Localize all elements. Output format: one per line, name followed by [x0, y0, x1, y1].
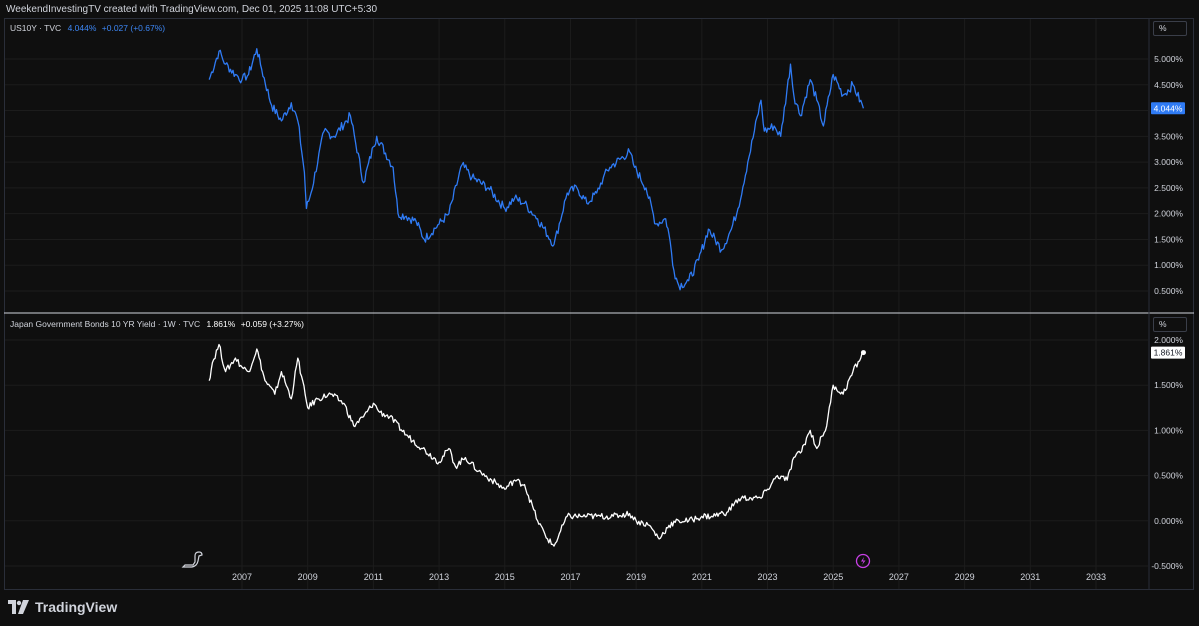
x-tick-label: 2033 [1086, 572, 1106, 582]
jgb10y-last-point [860, 350, 866, 356]
footer-brand[interactable]: TradingView [8, 598, 117, 616]
jgb10y-value: 1.861% [206, 319, 236, 329]
us10y-symbol[interactable]: US10Y · TVC [10, 23, 62, 33]
jgb10y-legend: Japan Government Bonds 10 YR Yield · 1W … [10, 319, 304, 329]
y-tick-label: 4.500% [1154, 80, 1183, 90]
chart-credit: WeekendInvestingTV created with TradingV… [6, 4, 378, 15]
y-tick-label: 3.000% [1154, 157, 1183, 167]
x-tick-label: 2023 [758, 572, 778, 582]
y-tick-label: 1.500% [1154, 234, 1183, 244]
jgb10y-symbol[interactable]: Japan Government Bonds 10 YR Yield · 1W … [10, 319, 201, 329]
x-tick-label: 2015 [495, 572, 515, 582]
us10y-last-value-box [1151, 102, 1185, 115]
y-tick-label: 2.000% [1154, 335, 1183, 345]
y-tick-label: 0.000% [1154, 516, 1183, 526]
us10y-value: 4.044% [67, 23, 97, 33]
dino-icon [181, 551, 203, 568]
us10y-pane [208, 48, 865, 291]
us10y-last-value-label: 4.044% [1154, 103, 1183, 113]
us10y-change: +0.027 (+0.67%) [101, 23, 166, 33]
x-tick-label: 2013 [429, 572, 449, 582]
x-tick-label: 2017 [560, 572, 580, 582]
y-tick-label: -0.500% [1151, 561, 1183, 571]
us10y-legend: US10Y · TVC 4.044% +0.027 (+0.67%) [10, 23, 165, 33]
grid-lines [5, 19, 1148, 589]
jgb10y-change: +0.059 (+3.27%) [240, 319, 305, 329]
x-tick-label: 2009 [298, 572, 318, 582]
x-tick-label: 2031 [1020, 572, 1040, 582]
x-tick-label: 2011 [364, 572, 383, 582]
us10y-price-scale: 5.000%4.500%4.000%3.500%3.000%2.500%2.00… [1154, 54, 1183, 296]
x-tick-label: 2019 [626, 572, 646, 582]
jgb10y-last-value-box [1151, 346, 1185, 359]
us10y-series-line[interactable] [208, 48, 865, 291]
y-tick-label: 1.000% [1154, 425, 1183, 435]
y-tick-label: 0.500% [1154, 471, 1183, 481]
y-tick-label: 1.000% [1154, 260, 1183, 270]
jgb10y-unit-button[interactable]: % [1153, 317, 1187, 332]
chart-frame [4, 18, 1194, 590]
y-tick-label: 2.500% [1154, 183, 1183, 193]
brand-name: TradingView [35, 599, 118, 615]
lightning-icon[interactable] [855, 553, 871, 569]
jgb10y-last-value-label: 1.861% [1154, 348, 1183, 358]
tradingview-logo-icon [8, 600, 29, 614]
jgb10y-pane [208, 343, 866, 547]
last-value-labels: 4.044% 1.861% [1151, 102, 1185, 359]
x-tick-label: 2007 [232, 572, 252, 582]
x-tick-label: 2021 [692, 572, 712, 582]
x-tick-label: 2025 [823, 572, 843, 582]
y-tick-label: 0.500% [1154, 286, 1183, 296]
x-tick-label: 2029 [955, 572, 975, 582]
y-tick-label: 5.000% [1154, 54, 1183, 64]
jgb10y-price-scale: 2.000% 1.500% 1.000% 0.500% 0.000% -0.500% [1151, 335, 1183, 571]
us10y-unit-button[interactable]: % [1153, 21, 1187, 36]
jgb10y-series-line[interactable] [208, 343, 864, 547]
y-tick-label: 2.000% [1154, 209, 1183, 219]
time-scale: 2007 2009 2011 2013 2015 2017 2019 2021 2023 2025… [232, 572, 1106, 582]
y-tick-label: 3.500% [1154, 131, 1183, 141]
y-tick-label: 1.500% [1154, 380, 1183, 390]
x-tick-label: 2027 [889, 572, 909, 582]
